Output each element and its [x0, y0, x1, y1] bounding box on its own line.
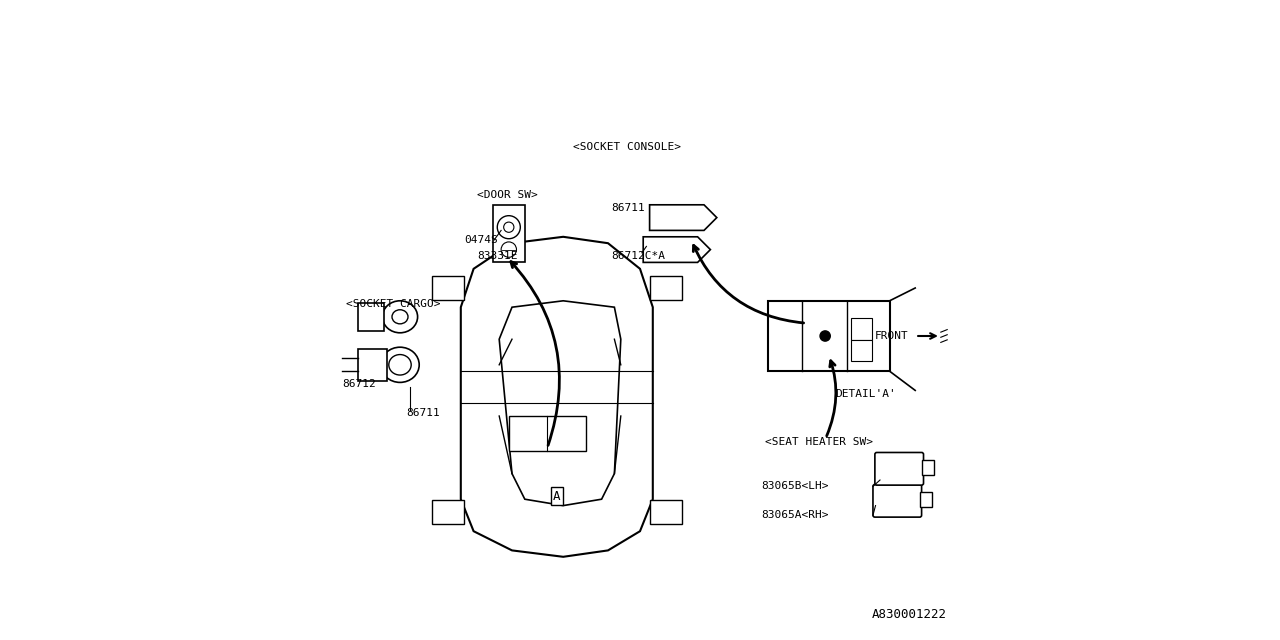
Ellipse shape: [381, 347, 420, 383]
Text: 86711: 86711: [407, 408, 440, 418]
Bar: [358, 303, 384, 331]
Bar: [433, 276, 465, 300]
Bar: [358, 349, 387, 381]
Bar: [851, 340, 872, 361]
Bar: [650, 500, 682, 524]
Bar: [851, 319, 872, 340]
Circle shape: [503, 222, 513, 232]
Bar: [508, 416, 585, 451]
Text: 83065A<RH>: 83065A<RH>: [762, 510, 829, 520]
Text: <SOCKET CARGO>: <SOCKET CARGO>: [346, 299, 440, 309]
Text: <SOCKET CONSOLE>: <SOCKET CONSOLE>: [573, 142, 681, 152]
Text: 83331E: 83331E: [477, 251, 517, 261]
Circle shape: [497, 216, 520, 239]
Text: 0474S: 0474S: [465, 235, 498, 245]
Circle shape: [500, 242, 516, 257]
Text: 86712: 86712: [343, 379, 376, 389]
Text: A830001222: A830001222: [872, 608, 947, 621]
Bar: [920, 492, 932, 507]
Text: A: A: [553, 490, 561, 502]
Polygon shape: [644, 237, 710, 262]
Text: FRONT: FRONT: [876, 331, 909, 341]
Polygon shape: [461, 237, 653, 557]
FancyBboxPatch shape: [873, 484, 922, 517]
Ellipse shape: [392, 310, 408, 324]
Text: 86712C*A: 86712C*A: [612, 251, 666, 261]
Text: <SEAT HEATER SW>: <SEAT HEATER SW>: [765, 436, 873, 447]
FancyBboxPatch shape: [876, 452, 924, 485]
Ellipse shape: [383, 301, 417, 333]
Polygon shape: [499, 301, 621, 506]
Circle shape: [820, 331, 831, 341]
Ellipse shape: [389, 355, 411, 375]
Text: DETAIL'A': DETAIL'A': [836, 388, 896, 399]
Text: 86711: 86711: [612, 203, 645, 213]
Bar: [922, 460, 934, 475]
Polygon shape: [650, 205, 717, 230]
Bar: [433, 500, 465, 524]
Bar: [768, 301, 890, 371]
Text: 83065B<LH>: 83065B<LH>: [762, 481, 829, 492]
Bar: [650, 276, 682, 300]
Text: <DOOR SW>: <DOOR SW>: [477, 190, 538, 200]
Bar: [493, 205, 525, 262]
